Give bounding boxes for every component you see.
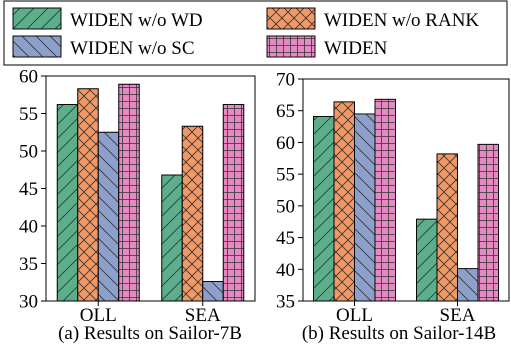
sailor-14b-ytick-label-65: 65: [276, 101, 295, 122]
sailor-14b-ytick-label-70: 70: [276, 70, 295, 91]
sailor-7b-ytick-label-40: 40: [19, 217, 38, 238]
sailor-7b-ytick-label-60: 60: [19, 67, 38, 88]
legend-entry-2: WIDEN w/o RANK: [266, 7, 479, 31]
sailor-7b-bar-oll-s1-hatch: [56, 104, 79, 302]
legend-label-2: WIDEN w/o RANK: [324, 10, 479, 31]
sailor-7b-bar-oll-s3-hatch: [97, 131, 120, 302]
sailor-14b-bar-sea-s1-hatch: [416, 218, 438, 302]
sailor-7b-bar-oll-s2-hatch: [77, 88, 99, 302]
sailor-7b-bar-sea-s2-hatch: [181, 125, 204, 302]
sailor-14b-ytick-label-35: 35: [276, 292, 295, 313]
sailor-14b-ytick-label-60: 60: [276, 133, 295, 154]
legend-entry-3: WIDEN w/o SC: [12, 35, 195, 59]
caption-sailor-14b: (b) Results on Sailor-14B: [302, 323, 496, 344]
legend-frame: [3, 0, 508, 66]
legend-swatch-4-hatch: [266, 35, 316, 58]
sailor-14b-plot-frame: [302, 78, 510, 302]
panel-sailor-7b: OLL SEA 30 35 40 45 50 55 60: [19, 67, 256, 326]
legend-swatch-1-hatch: [12, 7, 62, 30]
sailor-14b-xtick-label-sea: SEA: [440, 305, 476, 326]
sailor-7b-plot-frame: [45, 75, 256, 302]
sailor-14b-ytick-label-50: 50: [276, 196, 295, 217]
sailor-7b-bar-sea-s3-hatch: [202, 281, 224, 302]
sailor-14b-bar-sea-s3-hatch: [457, 268, 479, 302]
legend: WIDEN w/o WD WIDEN w/o RANK WIDEN w/o SC…: [3, 0, 508, 66]
sailor-14b-bar-oll-s2-hatch: [333, 101, 355, 302]
sailor-14b-ytick-label-55: 55: [276, 165, 295, 186]
panel-sailor-14b: OLL SEA 35 40 45 50 55 60 65 70: [276, 70, 510, 326]
legend-label-4: WIDEN: [324, 38, 388, 59]
legend-label-1: WIDEN w/o WD: [70, 10, 203, 31]
sailor-14b-bar-oll-s4-hatch: [374, 98, 396, 302]
sailor-7b-ytick-label-50: 50: [19, 142, 38, 163]
sailor-7b-ytick-label-55: 55: [19, 104, 38, 125]
legend-label-3: WIDEN w/o SC: [70, 38, 195, 59]
sailor-7b-xtick-label-oll: OLL: [80, 305, 117, 326]
sailor-14b-xtick-label-oll: OLL: [336, 305, 373, 326]
legend-entry-1: WIDEN w/o WD: [12, 7, 203, 31]
sailor-7b-ytick-label-30: 30: [19, 292, 38, 313]
sailor-14b-bar-sea-s2-hatch: [436, 153, 458, 302]
sailor-14b-bar-oll-s3-hatch: [354, 113, 376, 302]
sailor-14b-ytick-label-45: 45: [276, 228, 295, 249]
sailor-14b-bar-sea-s4-hatch: [477, 143, 499, 302]
sailor-7b-bar-sea-s4-hatch: [222, 104, 245, 302]
sailor-14b-bar-oll-s1-hatch: [313, 116, 335, 302]
sailor-7b-bar-oll-s4-hatch: [118, 83, 140, 302]
legend-swatch-2-hatch: [266, 7, 316, 30]
sailor-14b-ytick-label-40: 40: [276, 260, 295, 281]
legend-swatch-3-hatch: [12, 35, 62, 58]
legend-entry-4: WIDEN: [266, 35, 388, 59]
sailor-7b-xtick-label-sea: SEA: [185, 305, 221, 326]
sailor-7b-bar-sea-s1-hatch: [161, 174, 183, 302]
sailor-7b-ytick-label-45: 45: [19, 179, 38, 200]
caption-sailor-7b: (a) Results on Sailor-7B: [58, 323, 242, 344]
sailor-7b-ytick-label-35: 35: [19, 254, 38, 275]
